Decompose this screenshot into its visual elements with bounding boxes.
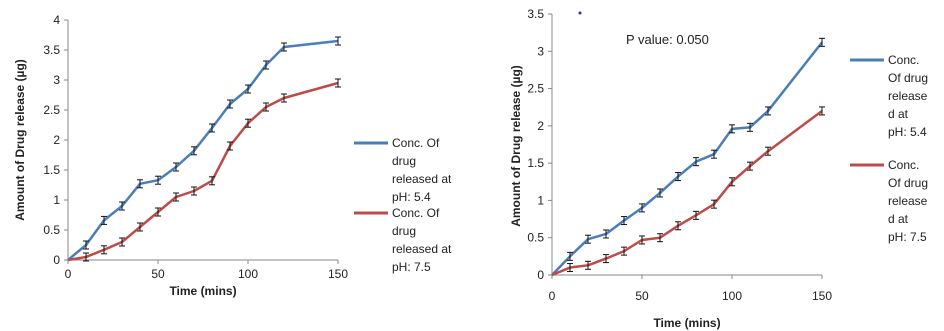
chart-2-p-value-annotation: P value: 0.050: [626, 32, 709, 47]
chart-1-series-1-point: [119, 201, 125, 211]
chart-1-series-2-point: [263, 102, 269, 112]
chart-1-series-2-point: [209, 176, 215, 186]
chart-2-series-2-point: [675, 221, 681, 231]
chart-2-series-2-point: [747, 161, 753, 171]
chart-2-series-2-point: [603, 254, 609, 264]
chart-1-series-2-point: [191, 186, 197, 196]
chart-2-series-2-point: [819, 106, 825, 116]
chart-2-series-1-point: [819, 37, 825, 47]
chart-2-series-1-point: [639, 203, 645, 213]
chart-1-y-tick-label: 0: [53, 253, 60, 267]
chart-2-legend-label-2: Conc. Of drug release d at pH: 7.5: [888, 158, 928, 244]
chart-1-series-1-point: [191, 146, 197, 156]
chart-1-series-1-point: [209, 123, 215, 133]
chart-1-y-tick-label: 2.5: [43, 103, 60, 117]
chart-2-series-2-point: [621, 246, 627, 256]
chart-2-x-tick-label: 50: [635, 289, 649, 303]
chart-1-legend-label-1: Conc. Of drug released at pH: 5.4: [392, 136, 452, 204]
chart-2-series-1-point: [603, 229, 609, 239]
chart-2-series-1-point: [747, 122, 753, 132]
chart-1-series-2-line: [67, 81, 339, 262]
chart-2-series-1-point: [675, 172, 681, 182]
chart-1-series-1-line: [67, 39, 339, 261]
chart-1-series-2-point: [83, 252, 89, 262]
chart-1-x-tick-label: 50: [151, 267, 165, 281]
chart-2-y-axis-label: Amount of Drug release (µg): [509, 65, 523, 227]
chart-1-x-tick-label: 100: [238, 267, 258, 281]
chart-1-series-1-point: [137, 179, 143, 189]
chart-2-series-1-point: [621, 216, 627, 226]
chart-2-x-tick-label: 100: [722, 289, 742, 303]
chart-2-series-1-line: [551, 41, 823, 276]
chart-2-series-1-point: [729, 124, 735, 134]
chart-1-y-tick-label: 1: [53, 193, 60, 207]
chart-1-series-2-point: [281, 93, 287, 103]
chart-1-series-2-point: [335, 78, 341, 88]
chart-1-x-tick-label: 0: [65, 267, 72, 281]
chart-1-series-2-point: [173, 192, 179, 202]
chart-2-y-tick-label: 2: [537, 119, 544, 133]
chart-2-series-1-point: [585, 234, 591, 244]
chart-2-series-2-point: [567, 263, 573, 273]
chart-1-series-1-point: [155, 175, 161, 185]
chart-2-series-2-point: [693, 210, 699, 220]
chart-1-y-tick-label: 4: [53, 13, 60, 27]
chart-1-series-2-point: [155, 207, 161, 217]
chart-1-y-tick-label: 1.5: [43, 163, 60, 177]
chart-2-series-2-point: [729, 177, 735, 187]
chart-2-y-tick-label: 1: [537, 193, 544, 207]
chart-2-stray-marker: [578, 11, 582, 15]
chart-1-series-2-point: [101, 245, 107, 255]
chart-2-series-2-point: [639, 235, 645, 245]
chart-1-series-1-point: [227, 99, 233, 109]
chart-2-series-1-point: [657, 188, 663, 198]
chart-2-series-1-point: [693, 157, 699, 167]
chart-2-x-tick-label: 0: [549, 289, 556, 303]
chart-2-x-tick-label: 150: [812, 289, 832, 303]
chart-1-series-1-point: [173, 162, 179, 172]
chart-2-series-1-point: [711, 149, 717, 159]
chart-1-series-2-point: [227, 141, 233, 151]
chart-1-series-1-point: [83, 240, 89, 250]
chart-1: Time (mins) Amount of Drug release (µg) …: [13, 13, 452, 298]
chart-1-series-1-point: [245, 84, 251, 94]
chart-2-x-axis-label: Time (mins): [653, 316, 720, 330]
chart-2-y-tick-label: 0.5: [527, 231, 544, 245]
chart-2-series-1-point: [567, 251, 573, 261]
chart-2-y-tick-label: 3: [537, 44, 544, 58]
chart-2-series-2-line: [551, 109, 823, 277]
chart-2-y-tick-label: 0: [537, 268, 544, 282]
chart-2-series-1-point: [765, 106, 771, 116]
chart-1-y-tick-label: 3: [53, 73, 60, 87]
chart-1-y-tick-label: 2: [53, 133, 60, 147]
chart-2-y-tick-label: 3.5: [527, 7, 544, 21]
chart-1-series-1-point: [101, 215, 107, 225]
chart-2-series-2-point: [711, 199, 717, 209]
chart-2-series-2-point: [585, 260, 591, 270]
chart-2: Time (mins) Amount of Drug release (µg) …: [509, 7, 928, 330]
chart-1-x-axis-label: Time (mins): [169, 284, 236, 298]
chart-1-y-tick-label: 0.5: [43, 223, 60, 237]
chart-1-y-tick-label: 3.5: [43, 43, 60, 57]
chart-2-y-tick-label: 1.5: [527, 156, 544, 170]
chart-2-series-2-point: [765, 146, 771, 156]
chart-1-series-2-point: [119, 237, 125, 247]
chart-1-series-2-point: [137, 222, 143, 232]
chart-1-series-1-point: [335, 36, 341, 46]
chart-1-series-1-point: [281, 42, 287, 52]
chart-2-series-2-point: [657, 233, 663, 243]
chart-1-series-2-point: [245, 118, 251, 128]
chart-1-y-axis-label: Amount of Drug release (µg): [13, 59, 27, 221]
chart-2-y-tick-label: 2.5: [527, 82, 544, 96]
chart-1-series-1-point: [263, 60, 269, 70]
chart-2-legend-label-1: Conc. Of drug release d at pH: 5.4: [888, 53, 928, 139]
chart-1-x-tick-label: 150: [328, 267, 348, 281]
chart-1-legend-label-2: Conc. Of drug released at pH: 7.5: [392, 206, 452, 274]
